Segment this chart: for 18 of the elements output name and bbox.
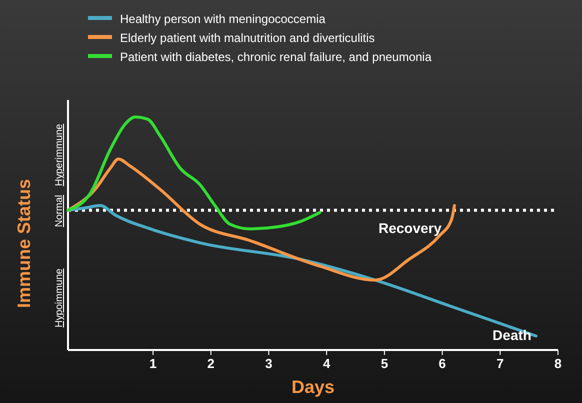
x-tick-label: 8 xyxy=(554,356,562,371)
annotation: Recovery xyxy=(378,220,442,236)
legend-label: Healthy person with meningococcemia xyxy=(120,12,326,26)
legend-label: Elderly patient with malnutrition and diverticulitis xyxy=(120,31,375,45)
x-tick-label: 4 xyxy=(322,356,331,371)
text: Normal xyxy=(54,194,65,228)
x-tick-label: 7 xyxy=(496,356,504,371)
x-tick-label: 2 xyxy=(207,356,215,371)
x-tick-label: 6 xyxy=(438,356,446,371)
x-axis-title: Days xyxy=(291,377,335,397)
x-tick-label: 3 xyxy=(265,356,272,371)
y-axis-title: Immune Status xyxy=(14,178,34,308)
x-tick-label: 5 xyxy=(380,356,388,371)
annotation: Death xyxy=(492,327,532,343)
legend-label: Patient with diabetes, chronic renal failure, and pneumonia xyxy=(120,50,432,64)
text: Hyperimmune xyxy=(54,123,65,186)
x-tick-label: 1 xyxy=(149,356,157,371)
text: Hypoimmune xyxy=(54,268,65,328)
